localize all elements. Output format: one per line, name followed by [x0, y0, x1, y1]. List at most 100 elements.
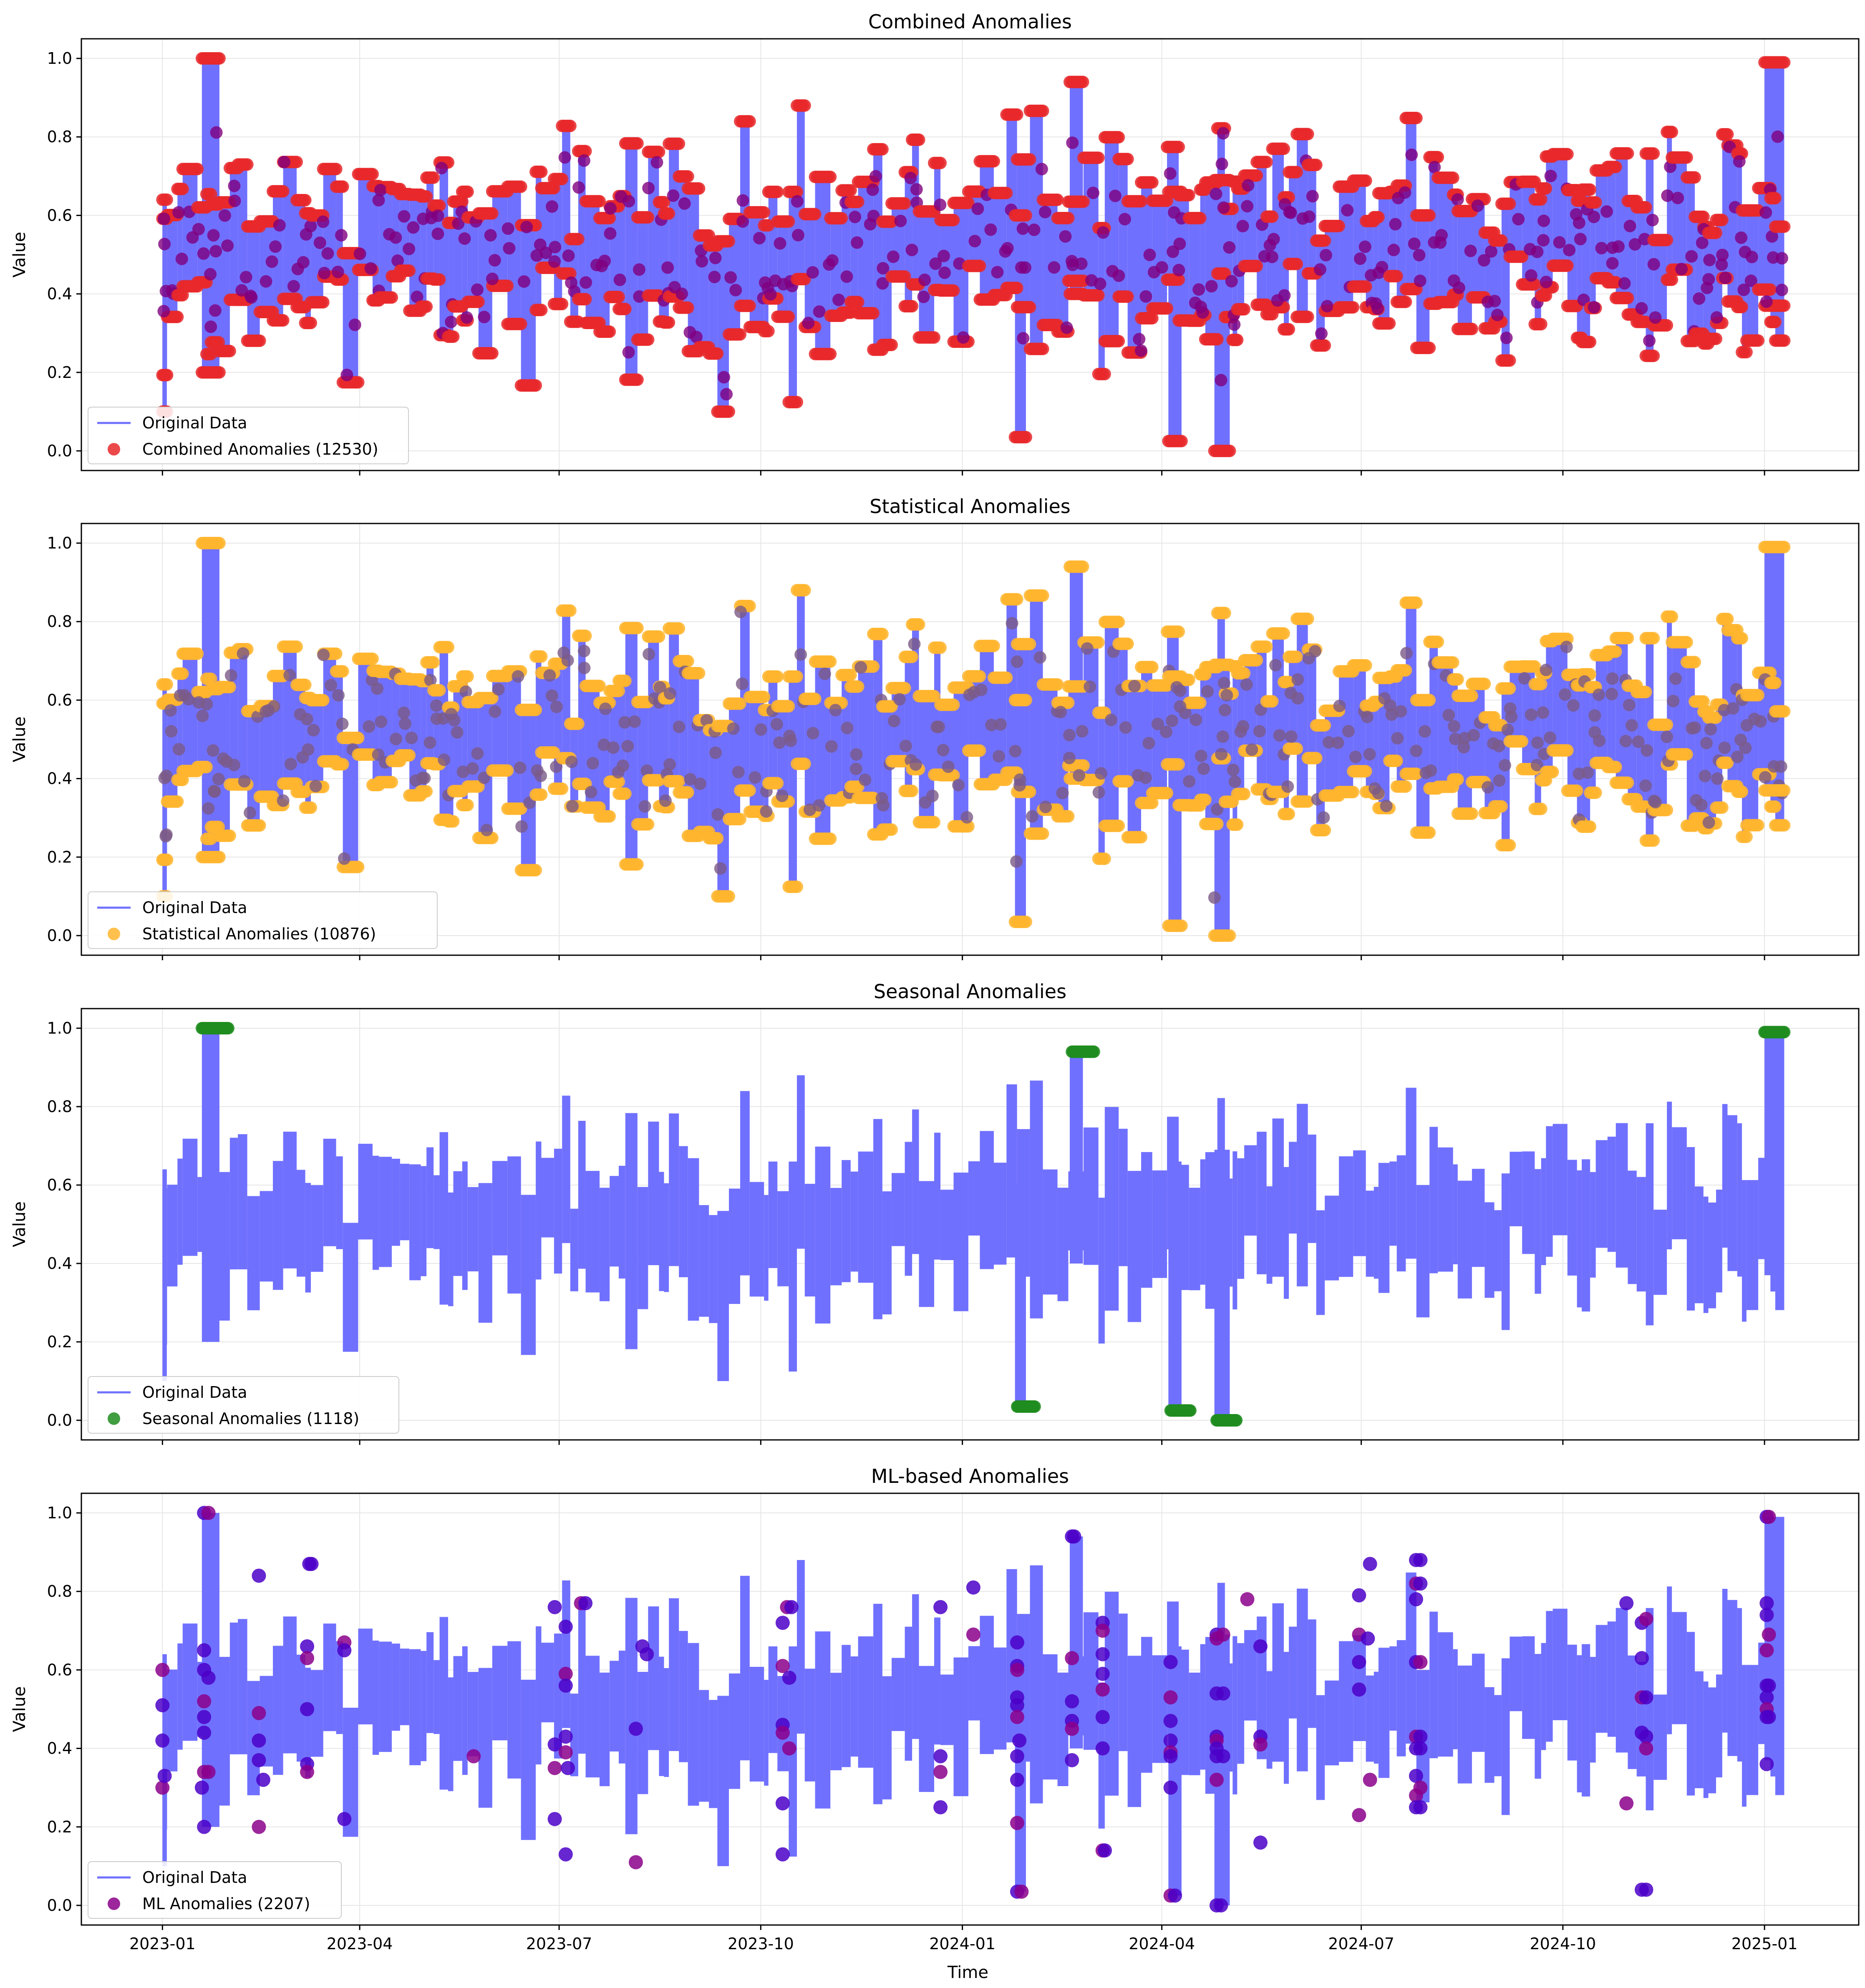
- data-band: [1070, 566, 1083, 779]
- anomaly-point: [1096, 226, 1109, 239]
- anomaly-point: [1112, 616, 1125, 629]
- anomaly-point: [317, 215, 330, 228]
- anomaly-point: [1062, 211, 1075, 224]
- anomaly-point: [557, 646, 570, 659]
- data-band: [1257, 162, 1267, 305]
- anomaly-point: [579, 145, 592, 158]
- anomaly-point: [1531, 245, 1544, 258]
- anomaly-point: [604, 227, 617, 240]
- anomaly-point: [564, 119, 577, 132]
- anomaly-point: [1318, 234, 1331, 247]
- anomaly-point: [1465, 807, 1478, 820]
- data-band: [764, 710, 769, 816]
- anomaly-point: [550, 700, 563, 713]
- anomaly-point: [1094, 277, 1106, 290]
- anomaly-point: [1164, 167, 1177, 180]
- anomaly-point: [228, 194, 241, 207]
- anomaly-point: [599, 702, 612, 715]
- data-band: [669, 628, 679, 781]
- anomaly-point: [638, 800, 651, 813]
- anomaly-point: [1649, 311, 1662, 324]
- anomaly-point: [375, 715, 388, 728]
- anomaly-point: [912, 133, 925, 146]
- anomaly-point: [708, 271, 721, 284]
- anomaly-point: [1302, 652, 1315, 665]
- anomaly-point: [826, 254, 839, 267]
- anomaly-point: [1752, 334, 1765, 347]
- data-band: [1742, 210, 1747, 352]
- anomaly-point: [1033, 651, 1046, 664]
- anomaly-point: [934, 198, 947, 211]
- anomaly-point: [1000, 186, 1013, 199]
- data-band: [1722, 619, 1728, 763]
- anomaly-point: [1017, 332, 1030, 345]
- anomaly-point: [1039, 800, 1052, 813]
- anomaly-point: [711, 347, 724, 360]
- anomaly-point: [204, 672, 217, 685]
- anomaly-point: [1405, 148, 1418, 161]
- anomaly-point: [1220, 689, 1233, 702]
- data-band: [1727, 145, 1737, 302]
- anomaly-point: [461, 670, 474, 683]
- anomaly-point: [852, 196, 864, 209]
- anomaly-point: [223, 345, 236, 357]
- anomaly-point: [1313, 263, 1326, 276]
- anomaly-point: [604, 202, 617, 215]
- anomaly-point: [1399, 664, 1412, 677]
- anomaly-point: [330, 647, 343, 660]
- anomaly-point: [937, 744, 950, 757]
- anomaly-point: [562, 249, 575, 262]
- data-band: [1577, 201, 1582, 338]
- anomaly-point: [1310, 159, 1323, 171]
- anomaly-point: [423, 736, 436, 749]
- legend-label: Combined Anomalies (12530): [142, 440, 378, 458]
- data-band: [1104, 137, 1119, 341]
- anomaly-point: [934, 156, 947, 169]
- anomaly-point: [1408, 237, 1421, 250]
- anomaly-point: [1703, 254, 1716, 267]
- anomaly-point: [1199, 793, 1212, 806]
- anomaly-point: [776, 789, 789, 802]
- anomaly-point: [213, 366, 226, 379]
- anomaly-point: [678, 197, 691, 210]
- anomaly-point: [1435, 229, 1448, 242]
- anomaly-point: [764, 288, 777, 301]
- anomaly-point: [1161, 787, 1174, 800]
- anomaly-point: [947, 698, 960, 711]
- data-band: [1308, 649, 1316, 758]
- anomaly-point: [1260, 640, 1273, 653]
- anomaly-point: [572, 181, 585, 194]
- anomaly-point: [1146, 661, 1159, 674]
- anomaly-point: [1661, 319, 1673, 332]
- data-band: [562, 610, 570, 758]
- anomaly-point: [1745, 251, 1758, 264]
- anomaly-point: [1228, 318, 1241, 331]
- data-band: [873, 634, 882, 835]
- anomaly-point: [612, 684, 625, 697]
- anomaly-point: [607, 741, 620, 754]
- anomaly-point: [1764, 283, 1777, 296]
- anomaly-point: [681, 301, 694, 314]
- anomaly-point: [806, 727, 819, 740]
- anomaly-point: [158, 772, 171, 785]
- anomaly-point: [734, 697, 747, 710]
- anomaly-point: [866, 183, 879, 196]
- data-band: [1429, 642, 1438, 789]
- anomaly-point: [515, 820, 528, 833]
- anomaly-point: [405, 731, 418, 744]
- anomaly-point: [1621, 292, 1634, 304]
- anomaly-point: [851, 236, 864, 249]
- anomaly-point: [829, 704, 842, 717]
- anomaly-point: [277, 185, 290, 198]
- anomaly-point: [1011, 655, 1023, 668]
- data-band: [1453, 194, 1458, 295]
- anomaly-point: [723, 890, 736, 903]
- anomaly-point: [681, 654, 694, 667]
- anomaly-point: [160, 193, 173, 206]
- anomaly-point: [832, 293, 845, 306]
- data-band: [709, 730, 718, 838]
- anomaly-point: [228, 179, 241, 192]
- anomaly-point: [1173, 237, 1186, 250]
- anomaly-point: [305, 317, 318, 330]
